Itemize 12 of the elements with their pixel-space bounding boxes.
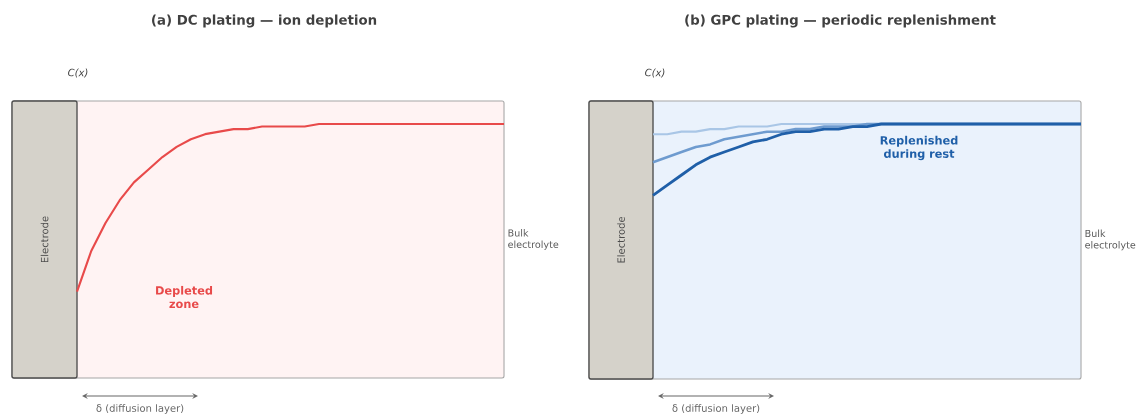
text: Electrode [617, 216, 625, 263]
y-axis-title: C(x) [68, 68, 88, 78]
chart-title: (a) DC plating — ion depletion [152, 14, 377, 28]
chart-title: (b) GPC plating — periodic replenishment [685, 14, 996, 28]
annotation: Depleted zone [156, 285, 213, 309]
annotation: Replenished during rest [880, 135, 958, 161]
text: δ (diffusion layer) [672, 404, 760, 414]
text: δ (diffusion layer) [96, 404, 184, 414]
y-axis-title: C(x) [645, 68, 665, 78]
text: Electrode [40, 216, 49, 263]
annotation: Bulk electrolyte [508, 229, 559, 250]
annotation: Bulk electrolyte [1085, 229, 1136, 251]
